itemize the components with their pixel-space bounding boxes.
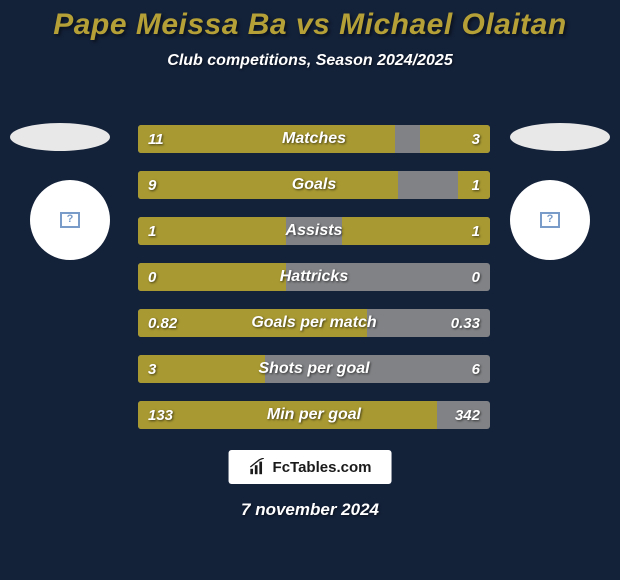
stat-row: 113Matches bbox=[138, 125, 490, 153]
stat-label: Hattricks bbox=[138, 263, 490, 291]
stat-row: 36Shots per goal bbox=[138, 355, 490, 383]
stat-label: Goals bbox=[138, 171, 490, 199]
logo-box: FcTables.com bbox=[229, 450, 392, 484]
chart-icon bbox=[249, 458, 267, 476]
stat-label: Goals per match bbox=[138, 309, 490, 337]
player-left-avatar bbox=[30, 180, 110, 260]
stat-row: 0.820.33Goals per match bbox=[138, 309, 490, 337]
logo-text: FcTables.com bbox=[273, 459, 372, 476]
player-left-flag bbox=[10, 123, 110, 151]
stat-label: Min per goal bbox=[138, 401, 490, 429]
stat-row: 11Assists bbox=[138, 217, 490, 245]
date-text: 7 november 2024 bbox=[0, 500, 620, 520]
avatar-placeholder-icon bbox=[60, 212, 80, 228]
stat-label: Shots per goal bbox=[138, 355, 490, 383]
subtitle: Club competitions, Season 2024/2025 bbox=[0, 52, 620, 70]
comparison-card: Pape Meissa Ba vs Michael Olaitan Club c… bbox=[0, 0, 620, 70]
player-right-flag bbox=[510, 123, 610, 151]
stat-label: Assists bbox=[138, 217, 490, 245]
avatar-placeholder-icon bbox=[540, 212, 560, 228]
stat-label: Matches bbox=[138, 125, 490, 153]
stat-row: 133342Min per goal bbox=[138, 401, 490, 429]
stats-bars: 113Matches 91Goals 11Assists 00Hattricks 0.8… bbox=[138, 125, 490, 447]
player-right-avatar bbox=[510, 180, 590, 260]
stat-row: 00Hattricks bbox=[138, 263, 490, 291]
stat-row: 91Goals bbox=[138, 171, 490, 199]
page-title: Pape Meissa Ba vs Michael Olaitan bbox=[0, 0, 620, 42]
